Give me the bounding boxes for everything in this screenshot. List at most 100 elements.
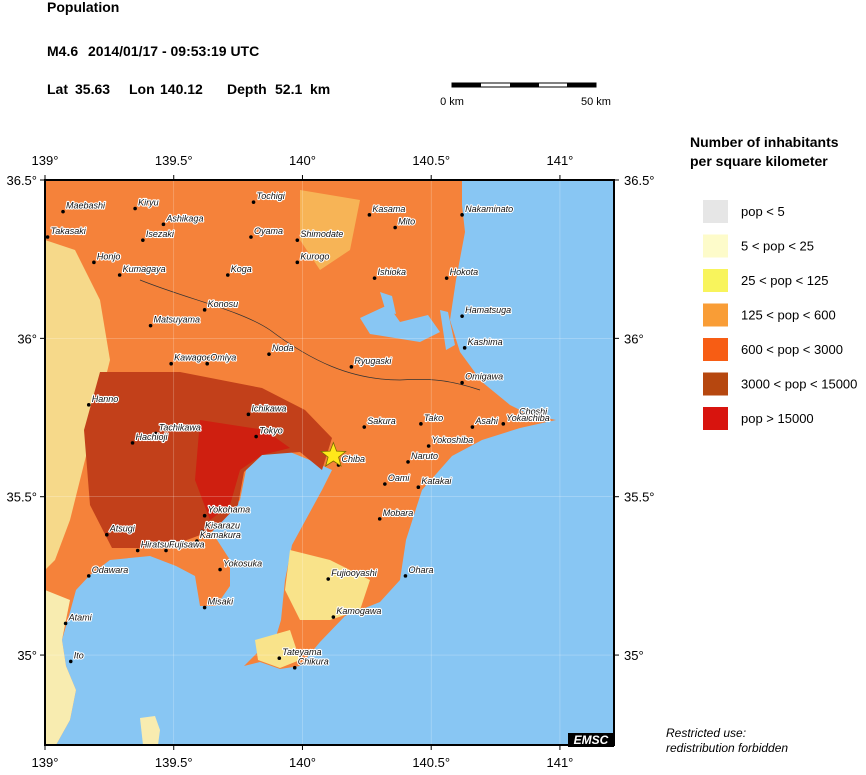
legend-swatch	[703, 200, 728, 223]
city-dot	[200, 529, 204, 534]
city-label: Katakai	[421, 476, 452, 486]
city-dot	[86, 403, 91, 407]
city-label: Choshi	[519, 407, 548, 417]
city-label: Ichikawa	[251, 403, 286, 413]
city-label: Tokyo	[259, 426, 283, 436]
city-label: Oami	[388, 473, 411, 483]
city-dot	[419, 422, 423, 426]
lat-label: Lat	[47, 81, 68, 97]
city-label: Maebashi	[66, 201, 106, 211]
land-sparse	[255, 630, 300, 668]
city-label: Konosu	[208, 299, 239, 309]
city-label: Kawagoe	[174, 353, 212, 363]
city-dot	[254, 434, 258, 439]
legend-swatch	[703, 303, 728, 327]
scale-bar-segment	[510, 83, 539, 87]
city-dot	[161, 222, 166, 227]
city-label: Atami	[68, 612, 93, 622]
city-dot	[349, 365, 354, 369]
city-label: Omiya	[210, 353, 236, 363]
legend-label: pop < 5	[741, 204, 785, 219]
city-dot	[202, 513, 207, 518]
city-dot	[377, 517, 382, 521]
legend-swatch	[703, 338, 728, 361]
legend-label: 125 < pop < 600	[741, 308, 836, 323]
axis-ticks: 139° 139° 139.5° 139.5° 140° 140° 140.5° 140.5°…	[6, 153, 654, 770]
city-dot	[164, 548, 168, 553]
lon-label: Lon	[129, 81, 155, 97]
legend-label: pop > 15000	[741, 411, 814, 426]
lake	[440, 310, 455, 350]
y-tick-label: 35.5°	[624, 490, 655, 505]
city-label: Yokaichiba	[506, 413, 550, 423]
legend-label: 5 < pop < 25	[741, 239, 814, 254]
city-label: Kashima	[468, 337, 503, 347]
city-label: Hachioji	[136, 432, 169, 442]
city-dot	[92, 260, 96, 265]
x-tick-label: 139°	[32, 755, 59, 770]
city-dot	[104, 532, 109, 537]
city-label: Nakaminato	[465, 204, 513, 214]
city-dot	[326, 577, 331, 581]
city-label: Kurogo	[300, 251, 329, 261]
city-dot	[249, 235, 253, 239]
city-dot	[416, 485, 421, 490]
city-label: Hokota	[450, 267, 479, 277]
city-dot	[406, 460, 410, 464]
city-label: Ishioka	[378, 267, 407, 277]
city-label: Hamatsuga	[465, 305, 511, 315]
city-label: Chiba	[342, 454, 366, 464]
city-dot	[61, 209, 65, 214]
scale-label: 50 km	[581, 96, 611, 108]
land-very-dense	[195, 420, 290, 520]
legend-label: 25 < pop < 125	[741, 273, 828, 288]
city-label: Naruto	[411, 451, 438, 461]
city-dot	[63, 621, 68, 626]
city-dot	[133, 206, 137, 211]
y-tick-label: 36°	[17, 331, 37, 346]
x-tick-label: 141°	[546, 153, 573, 168]
city-dot	[130, 441, 135, 445]
city-label: Misaki	[208, 597, 235, 607]
magnitude: M4.6	[47, 43, 78, 59]
scale-bar-segment	[452, 83, 481, 87]
x-tick-label: 140°	[289, 153, 316, 168]
city-dot	[362, 425, 367, 429]
land-sparse	[285, 550, 370, 620]
city-label: Ryugaski	[354, 356, 392, 366]
city-dot	[251, 200, 256, 204]
lon-value: 140.12	[160, 81, 203, 97]
city-label: Atsugi	[109, 524, 136, 534]
x-tick-label: 139.5°	[155, 153, 193, 168]
city-dot	[460, 213, 464, 217]
cities: Maebashi Kiryu Takasaki Ashikaga Tochigi Kasa…	[45, 190, 551, 670]
land-medium	[300, 190, 360, 270]
scale-bar-segment	[567, 83, 596, 87]
x-tick-label: 141°	[546, 755, 573, 770]
city-dot	[295, 260, 300, 265]
city-label: Takasaki	[51, 226, 87, 236]
datetime: 2014/01/17 - 09:53:19 UTC	[88, 43, 259, 59]
city-dot	[135, 548, 140, 553]
footer-note: Restricted use:	[666, 726, 746, 740]
city-dot	[246, 412, 251, 417]
city-dot	[462, 346, 467, 350]
scale-bar: 0 km 50 km	[440, 82, 611, 108]
map-frame	[44, 179, 615, 746]
city-dot	[148, 323, 153, 328]
city-dot	[295, 238, 300, 242]
x-tick-label: 140.5°	[412, 755, 450, 770]
city-label: Omigawa	[465, 372, 503, 382]
city-label: Sakura	[367, 416, 396, 426]
logo: EMSC	[574, 733, 609, 747]
city-label: Tateyama	[282, 647, 321, 657]
legend-swatch	[703, 372, 728, 396]
legend-swatch	[703, 407, 728, 430]
legend-title: per square kilometer	[690, 153, 828, 169]
city-label: Kamogawa	[336, 606, 381, 616]
y-tick-label: 35°	[624, 648, 644, 663]
city-dot	[460, 380, 464, 385]
city-dot	[372, 276, 377, 280]
city-dot	[68, 659, 73, 664]
